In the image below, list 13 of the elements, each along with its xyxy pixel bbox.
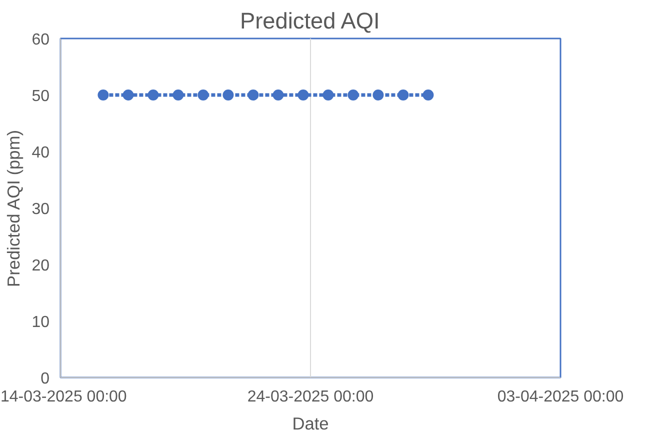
x-tick-label: 03-04-2025 00:00 <box>497 388 624 406</box>
y-tick-label: 40 <box>32 144 50 162</box>
x-axis-title: Date <box>292 414 329 434</box>
y-tick-label: 30 <box>32 201 50 218</box>
y-tick-label: 20 <box>32 258 50 274</box>
y-axis-title: Predicted AQI (ppm) <box>4 130 24 287</box>
x-tick-label: 24-03-2025 00:00 <box>247 388 374 406</box>
y-tick-label: 0 <box>40 370 50 388</box>
y-tick-label: 60 <box>32 32 50 48</box>
y-tick-label: 10 <box>32 314 50 331</box>
chart-title: Predicted AQI <box>240 8 380 34</box>
y-tick-label: 50 <box>32 88 50 105</box>
x-tick-label: 14-03-2025 00:00 <box>0 388 127 406</box>
